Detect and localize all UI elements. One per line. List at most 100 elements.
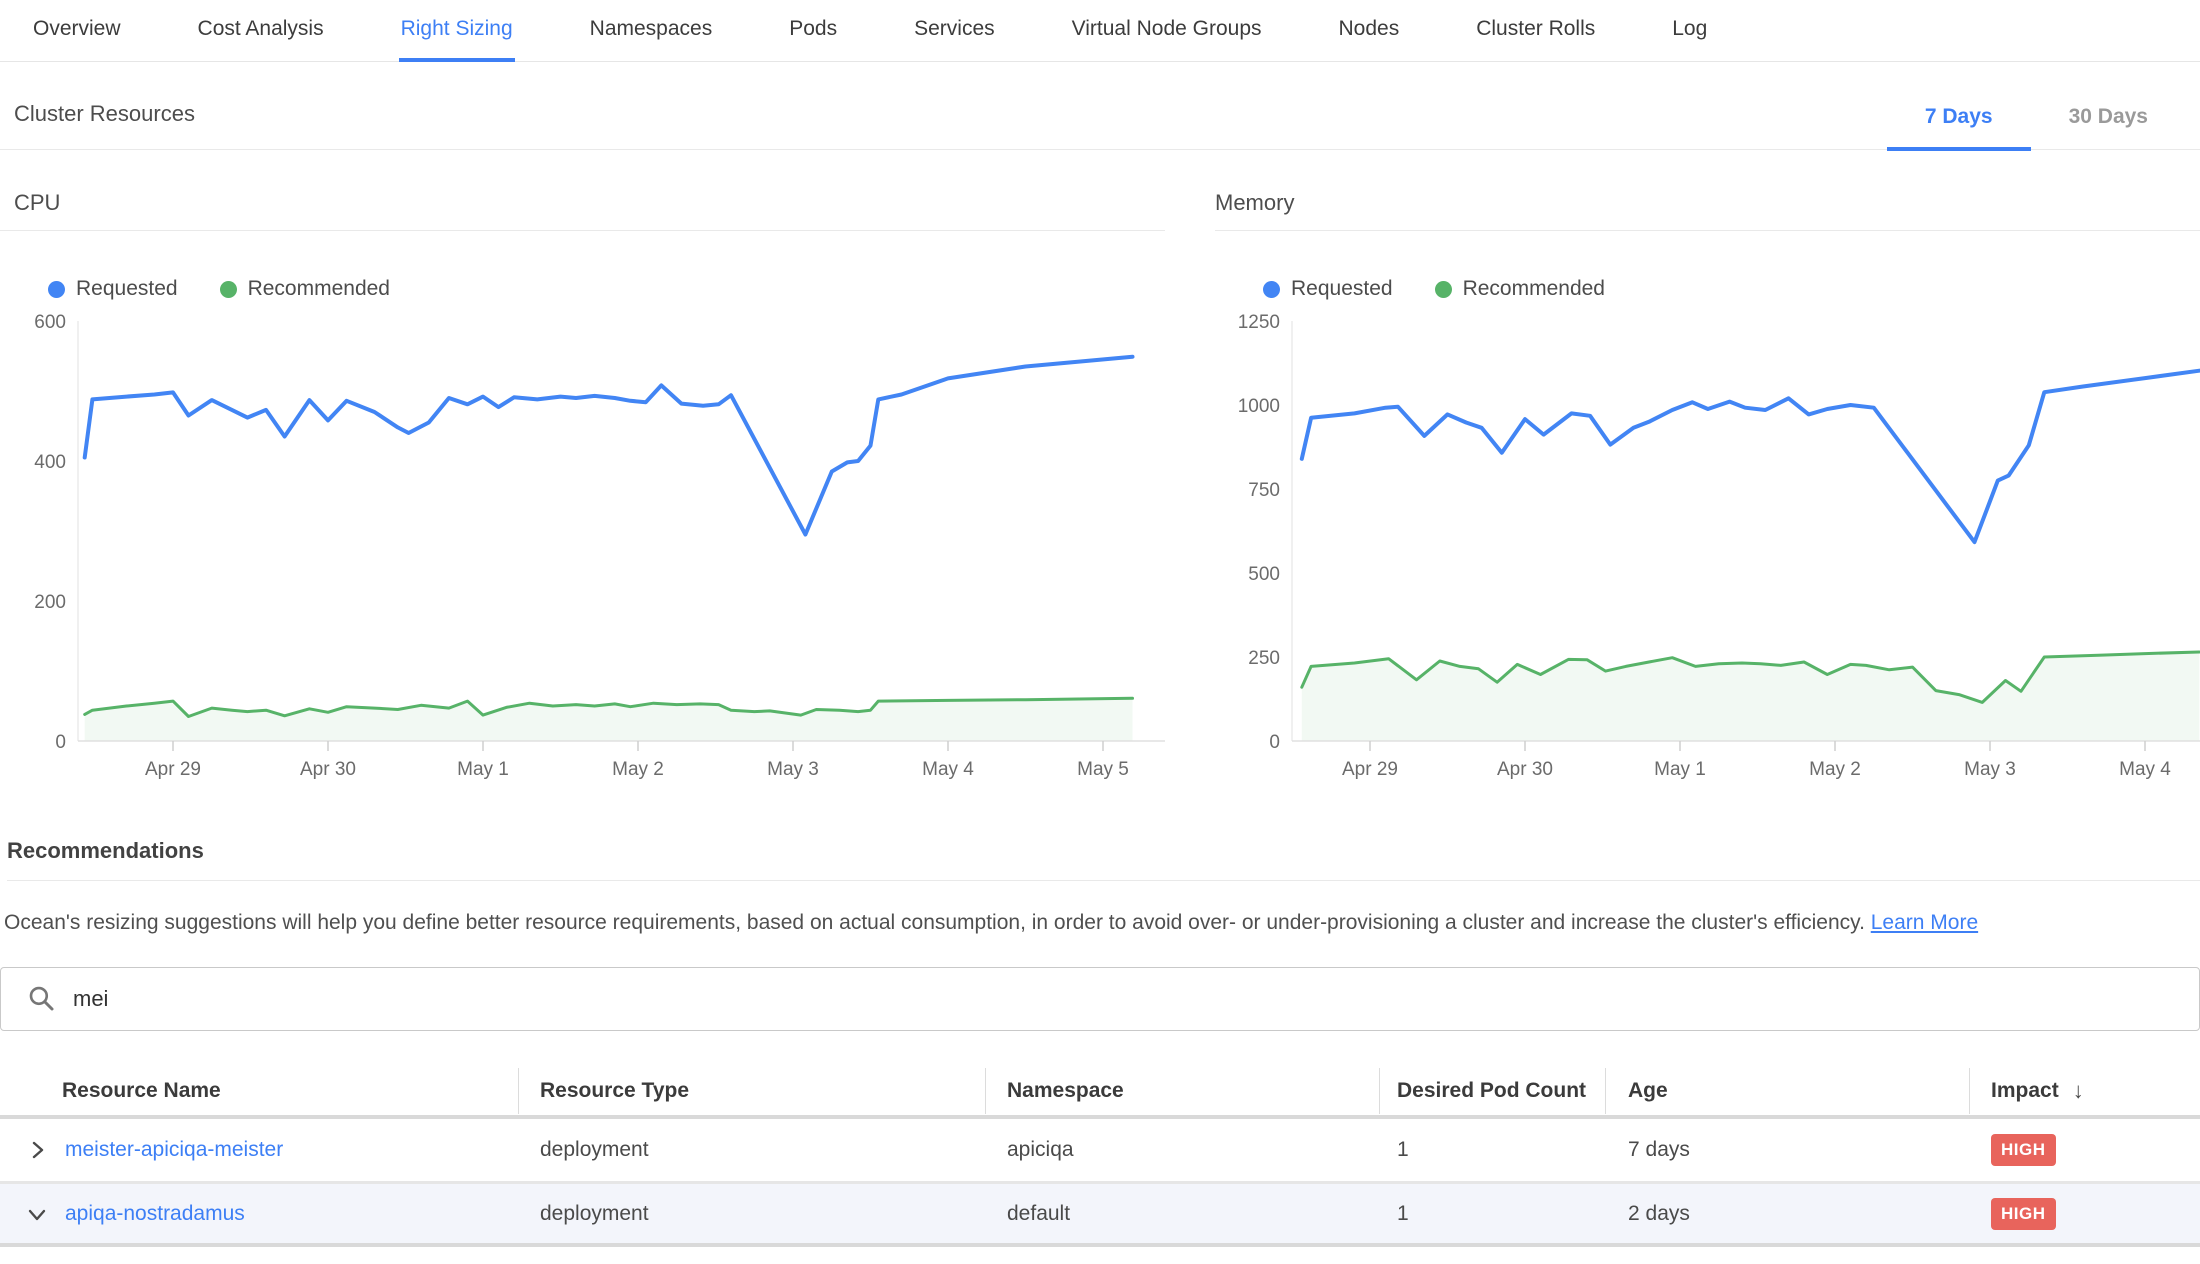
- column-label: Impact: [1991, 1079, 2059, 1103]
- resource-name-cell: meister-apiciqa-meister: [0, 1119, 519, 1181]
- desired-pod-count-cell: 1: [1380, 1184, 1606, 1243]
- legend-label: Recommended: [248, 277, 390, 301]
- memory-chart-panel: Memory Requested Recommended 1250 1000 750 500…: [1215, 190, 2200, 788]
- legend-item-recommended[interactable]: Recommended: [220, 277, 390, 301]
- tab-nodes[interactable]: Nodes: [1337, 17, 1402, 62]
- column-label: Namespace: [1007, 1079, 1124, 1103]
- chart-title-memory: Memory: [1215, 190, 2200, 231]
- column-header-age[interactable]: Age: [1606, 1068, 1970, 1114]
- x-axis-label: Apr 29: [145, 759, 201, 780]
- recommendations-table: Resource Name Resource Type Namespace Desir…: [0, 1067, 2200, 1247]
- recommendations-title: Recommendations: [7, 838, 2200, 881]
- column-label: Age: [1628, 1079, 1668, 1103]
- recommendations-description: Ocean's resizing suggestions will help y…: [4, 909, 2200, 937]
- tab-pods[interactable]: Pods: [787, 17, 839, 62]
- column-label: Resource Name: [62, 1079, 221, 1103]
- desired-pod-count-cell: 1: [1380, 1119, 1606, 1181]
- table-row[interactable]: meister-apiciqa-meister deploymentapiciqa…: [0, 1119, 2200, 1181]
- section-title: Cluster Resources: [14, 101, 195, 149]
- x-axis-label: May 2: [1809, 759, 1861, 780]
- cluster-resources-header: Cluster Resources 7 Days30 Days: [0, 62, 2200, 150]
- namespace-cell: apiciqa: [986, 1119, 1380, 1181]
- search-icon: [27, 984, 57, 1014]
- x-axis-label: May 2: [612, 759, 664, 780]
- legend-item-requested[interactable]: Requested: [48, 277, 178, 301]
- time-range-tabs: 7 Days30 Days: [1887, 105, 2186, 149]
- y-axis-label: 0: [55, 732, 66, 753]
- age-cell: 2 days: [1606, 1184, 1970, 1243]
- y-axis-label: 400: [34, 452, 66, 473]
- column-header-namespace[interactable]: Namespace: [986, 1068, 1380, 1114]
- y-axis-label: 0: [1269, 732, 1280, 753]
- chart-title-cpu: CPU: [0, 190, 1165, 231]
- series-line-requested: [1302, 371, 2200, 542]
- x-axis-label: May 1: [1654, 759, 1706, 780]
- y-axis-label: 600: [34, 313, 66, 333]
- x-axis-label: Apr 30: [300, 759, 356, 780]
- tab-cluster-rolls[interactable]: Cluster Rolls: [1474, 17, 1597, 62]
- x-axis-label: May 5: [1077, 759, 1129, 780]
- legend-label: Recommended: [1463, 277, 1605, 301]
- y-axis-label: 200: [34, 592, 66, 613]
- x-axis-label: Apr 29: [1342, 759, 1398, 780]
- table-row[interactable]: apiqa-nostradamus deploymentdefault12 day…: [0, 1181, 2200, 1243]
- cpu-chart-legend: Requested Recommended: [48, 277, 1165, 301]
- tab-namespaces[interactable]: Namespaces: [588, 17, 715, 62]
- charts-row: CPU Requested Recommended 600 400 200 0 Apr 29 A…: [0, 190, 2200, 788]
- namespace-cell: default: [986, 1184, 1380, 1243]
- x-axis-label: May 4: [922, 759, 974, 780]
- tab-overview[interactable]: Overview: [31, 17, 123, 62]
- y-axis-label: 500: [1248, 564, 1280, 585]
- resource-type-cell: deployment: [519, 1119, 986, 1181]
- column-label: Desired Pod Count: [1397, 1079, 1586, 1103]
- resource-type-cell: deployment: [519, 1184, 986, 1243]
- column-header-resource-type[interactable]: Resource Type: [519, 1068, 986, 1114]
- series-line-requested: [85, 357, 1133, 535]
- column-label: Resource Type: [540, 1079, 689, 1103]
- chevron-right-icon[interactable]: [24, 1137, 50, 1163]
- resource-name-cell: apiqa-nostradamus: [0, 1184, 519, 1243]
- resource-name-link[interactable]: apiqa-nostradamus: [65, 1202, 245, 1226]
- legend-dot-requested: [48, 281, 65, 298]
- sort-desc-icon[interactable]: ↓: [2073, 1078, 2084, 1104]
- x-axis-label: May 4: [2119, 759, 2171, 780]
- column-header-desired-pod-count[interactable]: Desired Pod Count: [1380, 1068, 1606, 1114]
- tab-services[interactable]: Services: [912, 17, 997, 62]
- learn-more-link[interactable]: Learn More: [1871, 911, 1978, 934]
- legend-dot-recommended: [220, 281, 237, 298]
- legend-label: Requested: [76, 277, 178, 301]
- impact-cell: HIGH: [1970, 1184, 2200, 1243]
- tab-right-sizing[interactable]: Right Sizing: [399, 17, 515, 62]
- y-axis-label: 750: [1248, 480, 1280, 501]
- column-header-impact[interactable]: Impact ↓: [1970, 1068, 2200, 1114]
- description-text: Ocean's resizing suggestions will help y…: [4, 911, 1865, 934]
- x-axis-label: Apr 30: [1497, 759, 1553, 780]
- legend-item-recommended[interactable]: Recommended: [1435, 277, 1605, 301]
- column-header-resource-name[interactable]: Resource Name: [0, 1068, 519, 1114]
- legend-item-requested[interactable]: Requested: [1263, 277, 1393, 301]
- search-input[interactable]: [73, 986, 1973, 1012]
- y-axis-label: 1000: [1238, 396, 1280, 417]
- memory-chart-legend: Requested Recommended: [1263, 277, 2200, 301]
- table-header: Resource Name Resource Type Namespace Desir…: [0, 1067, 2200, 1119]
- y-axis-label: 250: [1248, 648, 1280, 669]
- age-cell: 7 days: [1606, 1119, 1970, 1181]
- y-axis-label: 1250: [1238, 313, 1280, 333]
- cpu-chart-panel: CPU Requested Recommended 600 400 200 0 Apr 29 A…: [0, 190, 1165, 788]
- x-axis-label: May 3: [767, 759, 819, 780]
- impact-cell: HIGH: [1970, 1119, 2200, 1181]
- impact-badge: HIGH: [1991, 1198, 2056, 1230]
- chevron-down-icon[interactable]: [24, 1201, 50, 1227]
- legend-dot-requested: [1263, 281, 1280, 298]
- search-box: [0, 967, 2200, 1031]
- range-tab-7-days[interactable]: 7 Days: [1887, 105, 2031, 151]
- tab-log[interactable]: Log: [1670, 17, 1709, 62]
- cpu-chart: 600 400 200 0 Apr 29 Apr 30 May 1 May 2 May 3 May…: [0, 313, 1165, 788]
- x-axis-label: May 1: [457, 759, 509, 780]
- top-nav: Overview Cost Analysis Right Sizing Namespa…: [0, 0, 2200, 62]
- tab-cost-analysis[interactable]: Cost Analysis: [196, 17, 326, 62]
- impact-badge: HIGH: [1991, 1134, 2056, 1166]
- range-tab-30-days[interactable]: 30 Days: [2031, 105, 2186, 151]
- resource-name-link[interactable]: meister-apiciqa-meister: [65, 1138, 283, 1162]
- tab-virtual-node-groups[interactable]: Virtual Node Groups: [1070, 17, 1264, 62]
